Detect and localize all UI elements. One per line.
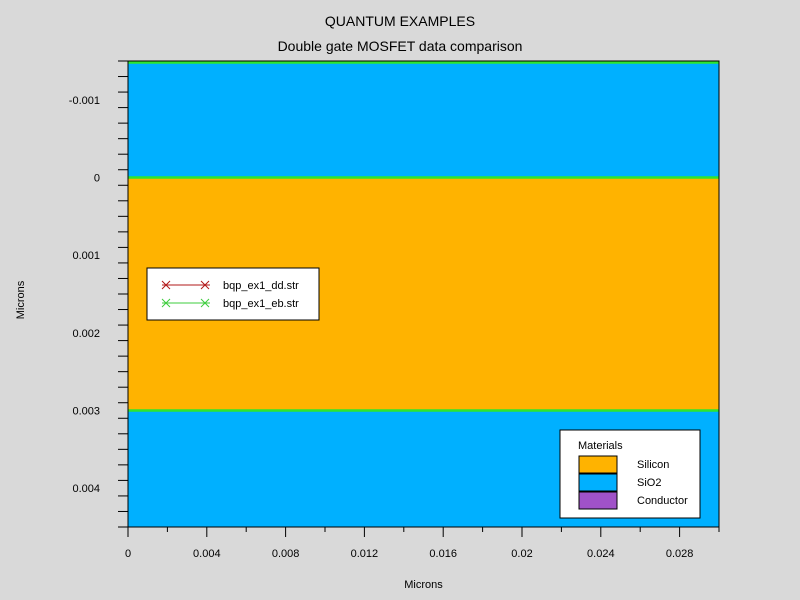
chart-subtitle: Double gate MOSFET data comparison — [277, 38, 523, 54]
region-sio2-1 — [128, 62, 719, 178]
legend-marker — [161, 298, 171, 308]
x-tick-label: 0.028 — [666, 548, 694, 560]
material-label: Silicon — [637, 459, 669, 471]
x-tick-label: 0.008 — [272, 548, 300, 560]
y-axis-title: Microns — [15, 280, 27, 319]
x-tick-label: 0.024 — [587, 548, 615, 560]
material-swatch-sio2 — [578, 473, 618, 492]
materials-legend-title: Materials — [578, 440, 623, 452]
series-legend-box — [146, 267, 320, 321]
legend-marker — [200, 280, 210, 290]
x-tick-label: 0.016 — [429, 548, 457, 560]
x-tick-label: 0.012 — [351, 548, 379, 560]
series-legend: bqp_ex1_dd.str bqp_ex1_eb.str — [146, 267, 320, 321]
materials-legend: Materials Silicon SiO2 Conductor — [559, 429, 701, 519]
y-tick-label: 0.001 — [72, 250, 100, 262]
material-label: SiO2 — [637, 477, 661, 489]
legend-marker — [200, 298, 210, 308]
y-tick-label: -0.001 — [69, 95, 100, 107]
chart-title: QUANTUM EXAMPLES — [324, 13, 476, 29]
material-swatch-conductor — [578, 491, 618, 510]
x-tick-label: 0 — [125, 548, 131, 560]
y-tick-label: 0.003 — [72, 406, 100, 418]
y-tick-label: 0.002 — [72, 328, 100, 340]
series-legend-label: bqp_ex1_dd.str — [223, 280, 299, 292]
series-legend-label: bqp_ex1_eb.str — [223, 298, 299, 310]
material-swatch-silicon — [578, 455, 618, 474]
material-label: Conductor — [637, 495, 688, 507]
x-axis-title: Microns — [404, 579, 443, 591]
y-tick-label: 0 — [94, 173, 100, 185]
x-tick-label: 0.02 — [511, 548, 532, 560]
x-tick-label: 0.004 — [193, 548, 221, 560]
legend-marker — [161, 280, 171, 290]
y-tick-label: 0.004 — [72, 483, 100, 495]
